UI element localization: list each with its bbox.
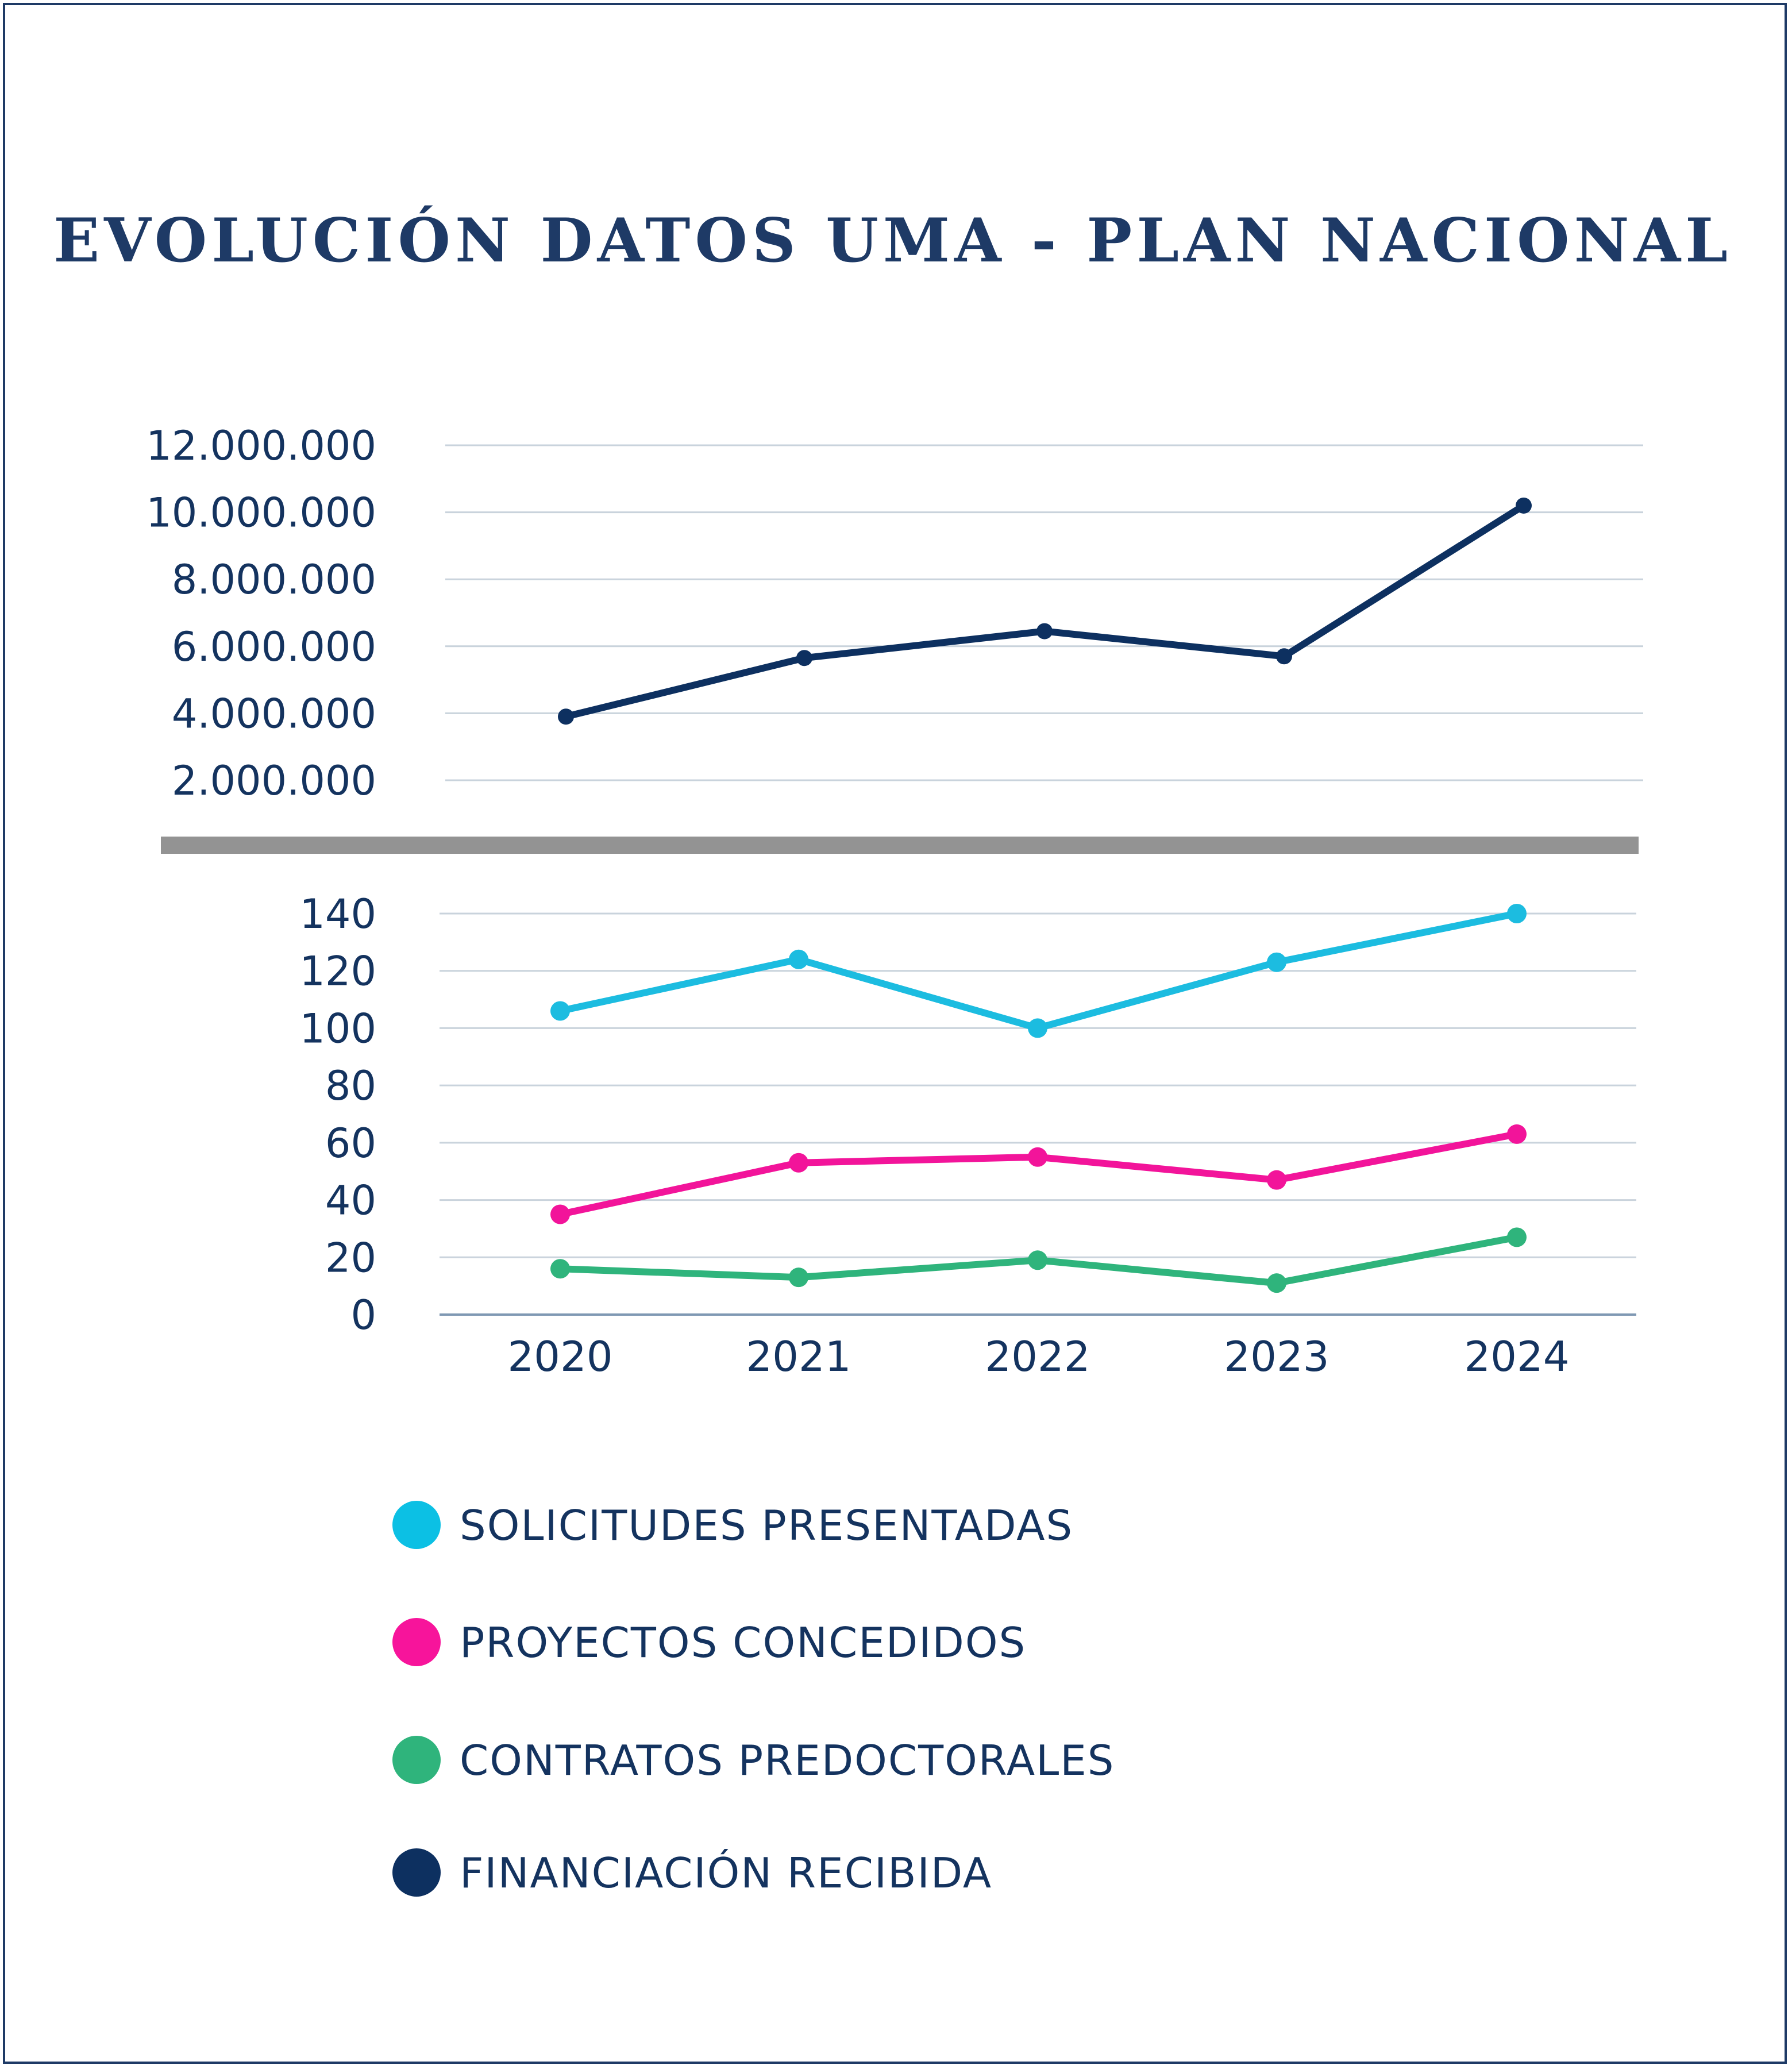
data-point-financiacion-recibida-2022 — [1036, 623, 1053, 639]
x-tick-label-2022: 2022 — [985, 1332, 1090, 1381]
data-point-proyectos-concedidos-2022 — [1028, 1147, 1047, 1167]
legend-marker-contratos-predoctorales — [392, 1736, 441, 1784]
data-point-financiacion-recibida-2021 — [796, 650, 812, 666]
top-chart-financiacion: 2.000.000 4.000.000 6.000.000 8.000.000 10.0… — [146, 422, 1643, 804]
legend-label-contratos-predoctorales: CONTRATOS PREDOCTORALES — [460, 1736, 1115, 1785]
top-y-tick-label: 8.000.000 — [172, 556, 376, 603]
legend-marker-proyectos-concedidos — [392, 1618, 441, 1666]
data-point-solicitudes-presentadas-2021 — [789, 949, 808, 969]
data-point-solicitudes-presentadas-2024 — [1507, 904, 1527, 923]
data-point-solicitudes-presentadas-2023 — [1267, 952, 1286, 972]
data-point-financiacion-recibida-2024 — [1516, 497, 1532, 514]
series-line-financiacion-recibida — [562, 502, 1527, 721]
bottom-chart-counts: 0 20 40 60 80 100 120 140 2020 2021 2022 2023 2024 — [299, 891, 1636, 1381]
data-point-solicitudes-presentadas-2022 — [1028, 1018, 1047, 1038]
data-point-contratos-predoctorales-2022 — [1028, 1250, 1047, 1270]
bottom-y-tick-label: 80 — [325, 1062, 376, 1109]
top-y-tick-label: 6.000.000 — [172, 623, 376, 671]
bottom-y-tick-label: 20 — [325, 1234, 376, 1281]
legend: SOLICITUDES PRESENTADAS PROYECTOS CONCEDI… — [392, 1501, 1115, 1897]
bottom-y-tick-label: 100 — [299, 1005, 376, 1052]
bottom-y-tick-label: 60 — [325, 1120, 376, 1167]
chart-frame — [3, 3, 1787, 2064]
bottom-y-tick-label: 0 — [350, 1292, 376, 1339]
top-y-tick-label: 2.000.000 — [172, 757, 376, 804]
top-y-tick-label: 4.000.000 — [172, 690, 376, 737]
data-point-proyectos-concedidos-2023 — [1267, 1170, 1286, 1190]
data-point-contratos-predoctorales-2023 — [1267, 1273, 1286, 1293]
x-tick-label-2021: 2021 — [746, 1332, 851, 1381]
data-point-proyectos-concedidos-2021 — [789, 1153, 808, 1173]
legend-label-solicitudes-presentadas: SOLICITUDES PRESENTADAS — [460, 1501, 1073, 1550]
legend-marker-solicitudes-presentadas — [392, 1501, 441, 1549]
bottom-y-tick-label: 40 — [325, 1177, 376, 1224]
legend-label-proyectos-concedidos: PROYECTOS CONCEDIDOS — [460, 1619, 1026, 1667]
chart-title: EVOLUCIÓN DATOS UMA - PLAN NACIONAL — [53, 205, 1732, 276]
x-tick-label-2024: 2024 — [1464, 1332, 1569, 1381]
chart-separator — [161, 837, 1639, 854]
data-point-contratos-predoctorales-2020 — [550, 1259, 570, 1279]
data-point-financiacion-recibida-2020 — [558, 708, 574, 725]
bottom-y-tick-label: 120 — [299, 948, 376, 995]
series-line-proyectos-concedidos — [557, 1130, 1520, 1218]
data-point-financiacion-recibida-2023 — [1276, 648, 1292, 665]
x-tick-label-2023: 2023 — [1224, 1332, 1329, 1381]
x-tick-label-2020: 2020 — [507, 1332, 612, 1381]
legend-label-financiacion-recibida: FINANCIACIÓN RECIBIDA — [460, 1849, 992, 1897]
data-point-solicitudes-presentadas-2020 — [550, 1001, 570, 1021]
data-point-contratos-predoctorales-2024 — [1507, 1227, 1527, 1247]
data-point-proyectos-concedidos-2024 — [1507, 1124, 1527, 1144]
data-point-contratos-predoctorales-2021 — [789, 1267, 808, 1288]
bottom-y-tick-label: 140 — [299, 891, 376, 938]
top-y-tick-label: 10.000.000 — [146, 490, 376, 537]
top-y-tick-label: 12.000.000 — [146, 422, 376, 469]
legend-marker-financiacion-recibida — [392, 1848, 441, 1897]
data-point-proyectos-concedidos-2020 — [550, 1204, 570, 1224]
